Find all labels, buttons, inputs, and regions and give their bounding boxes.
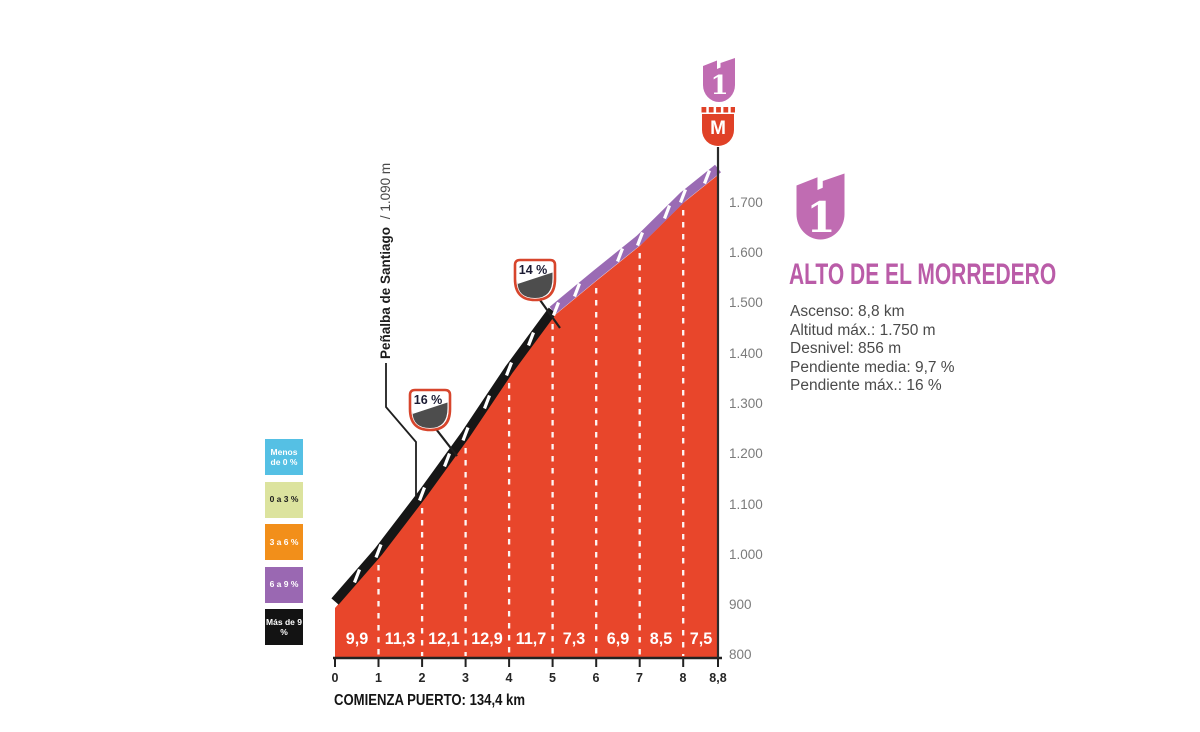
climb-stats: Ascenso: 8,8 km Altitud máx.: 1.750 m De…: [790, 303, 955, 396]
y-tick-label: 1.700: [729, 195, 763, 210]
y-tick-label: 1.300: [729, 396, 763, 411]
y-tick-label: 1.000: [729, 547, 763, 562]
climb-start-label: COMIENZA PUERTO: 134,4 km: [334, 692, 526, 709]
x-tick-label: 5: [549, 671, 556, 685]
x-tick-label: 7: [636, 671, 643, 685]
marker-label: 14 %: [519, 263, 548, 277]
x-tick-label: 1: [375, 671, 382, 685]
segment-gradient-label: 8,5: [649, 629, 673, 648]
y-tick-label: 900: [729, 597, 752, 612]
poi-label: Peñalba de Santiago / 1.090 m: [378, 163, 394, 359]
segment-gradient-label: 12,9: [471, 629, 503, 648]
marker-slope-wedge: [517, 272, 553, 298]
segment-gradient-label: 11,7: [515, 629, 547, 648]
climb-title: ALTO DE EL MORREDERO: [789, 258, 1057, 291]
category-1-pennant-icon: [703, 58, 735, 102]
segment-gradient-label: 11,3: [384, 629, 416, 648]
summit-category-badge: 1: [703, 58, 735, 102]
meta-shield-icon: [702, 114, 734, 146]
marker-slope-wedge: [412, 402, 448, 428]
x-tick-label: 3: [462, 671, 469, 685]
gradient-marker-16: 16 %: [408, 388, 458, 457]
legend-item-3-6: 3 a 6 %: [265, 524, 303, 560]
legend-item-0-3: 0 a 3 %: [265, 481, 303, 518]
y-tick-label: 1.500: [729, 295, 763, 310]
castle-battlements-icon: [701, 107, 735, 113]
x-tick-label: 8: [679, 671, 687, 685]
x-tick-label: 4: [505, 671, 513, 685]
stat-avg-gradient: Pendiente media: 9,7 %: [790, 358, 955, 376]
summit-meta-letter: M: [710, 118, 726, 139]
gradient-legend: Menos de 0 % 0 a 3 % 3 a 6 % 6 a 9 % Más…: [265, 439, 303, 645]
summit-category-number: 1: [710, 71, 728, 101]
stat-ascent: Ascenso: 8,8 km: [790, 303, 905, 320]
marker-label: 16 %: [414, 393, 443, 407]
x-tick-label: 8,8: [709, 671, 727, 685]
y-tick-label: 1.400: [729, 346, 763, 361]
x-tick-label: 0: [331, 671, 339, 685]
segment-gradient-label: 7,5: [689, 629, 713, 648]
poi-altitude: / 1.090 m: [378, 162, 393, 220]
segment-gradient-label: 6,9: [606, 629, 630, 648]
profile-area: [335, 175, 718, 658]
summit-meta-badge: M: [701, 107, 735, 146]
panel-category-badge: [796, 173, 845, 240]
y-tick-label: 1.200: [729, 446, 763, 461]
legend-item-below-0: Menos de 0 %: [265, 439, 303, 475]
legend-item-6-9: 6 a 9 %: [265, 566, 303, 603]
x-axis-ticks: [334, 658, 719, 667]
gradient-marker-14: 14 %: [513, 258, 561, 329]
poi-name: Peñalba de Santiago: [378, 226, 393, 359]
segment-gradient-label: 9,9: [345, 629, 369, 648]
km-gridlines: [377, 210, 685, 656]
category-1-pennant-icon: [796, 173, 845, 240]
segment-gradient-label: 7,3: [562, 629, 586, 648]
band-segment-notches: [353, 169, 711, 584]
stat-elevation-gain: Desnivel: 856 m: [790, 340, 902, 358]
stat-max-gradient: Pendiente máx.: 16 %: [790, 377, 942, 395]
segment-gradient-label: 12,1: [428, 629, 460, 648]
x-tick-label: 6: [592, 671, 600, 685]
panel-category-number: 1: [806, 193, 835, 242]
legend-item-above-9: Más de 9 %: [265, 609, 303, 645]
y-tick-label: 800: [729, 647, 752, 662]
stat-max-altitude: Altitud máx.: 1.750 m: [790, 321, 936, 339]
poi-pointer-line: [385, 363, 417, 497]
x-tick-label: 2: [418, 671, 426, 685]
y-tick-label: 1.100: [729, 497, 763, 512]
y-tick-label: 1.600: [729, 245, 763, 260]
